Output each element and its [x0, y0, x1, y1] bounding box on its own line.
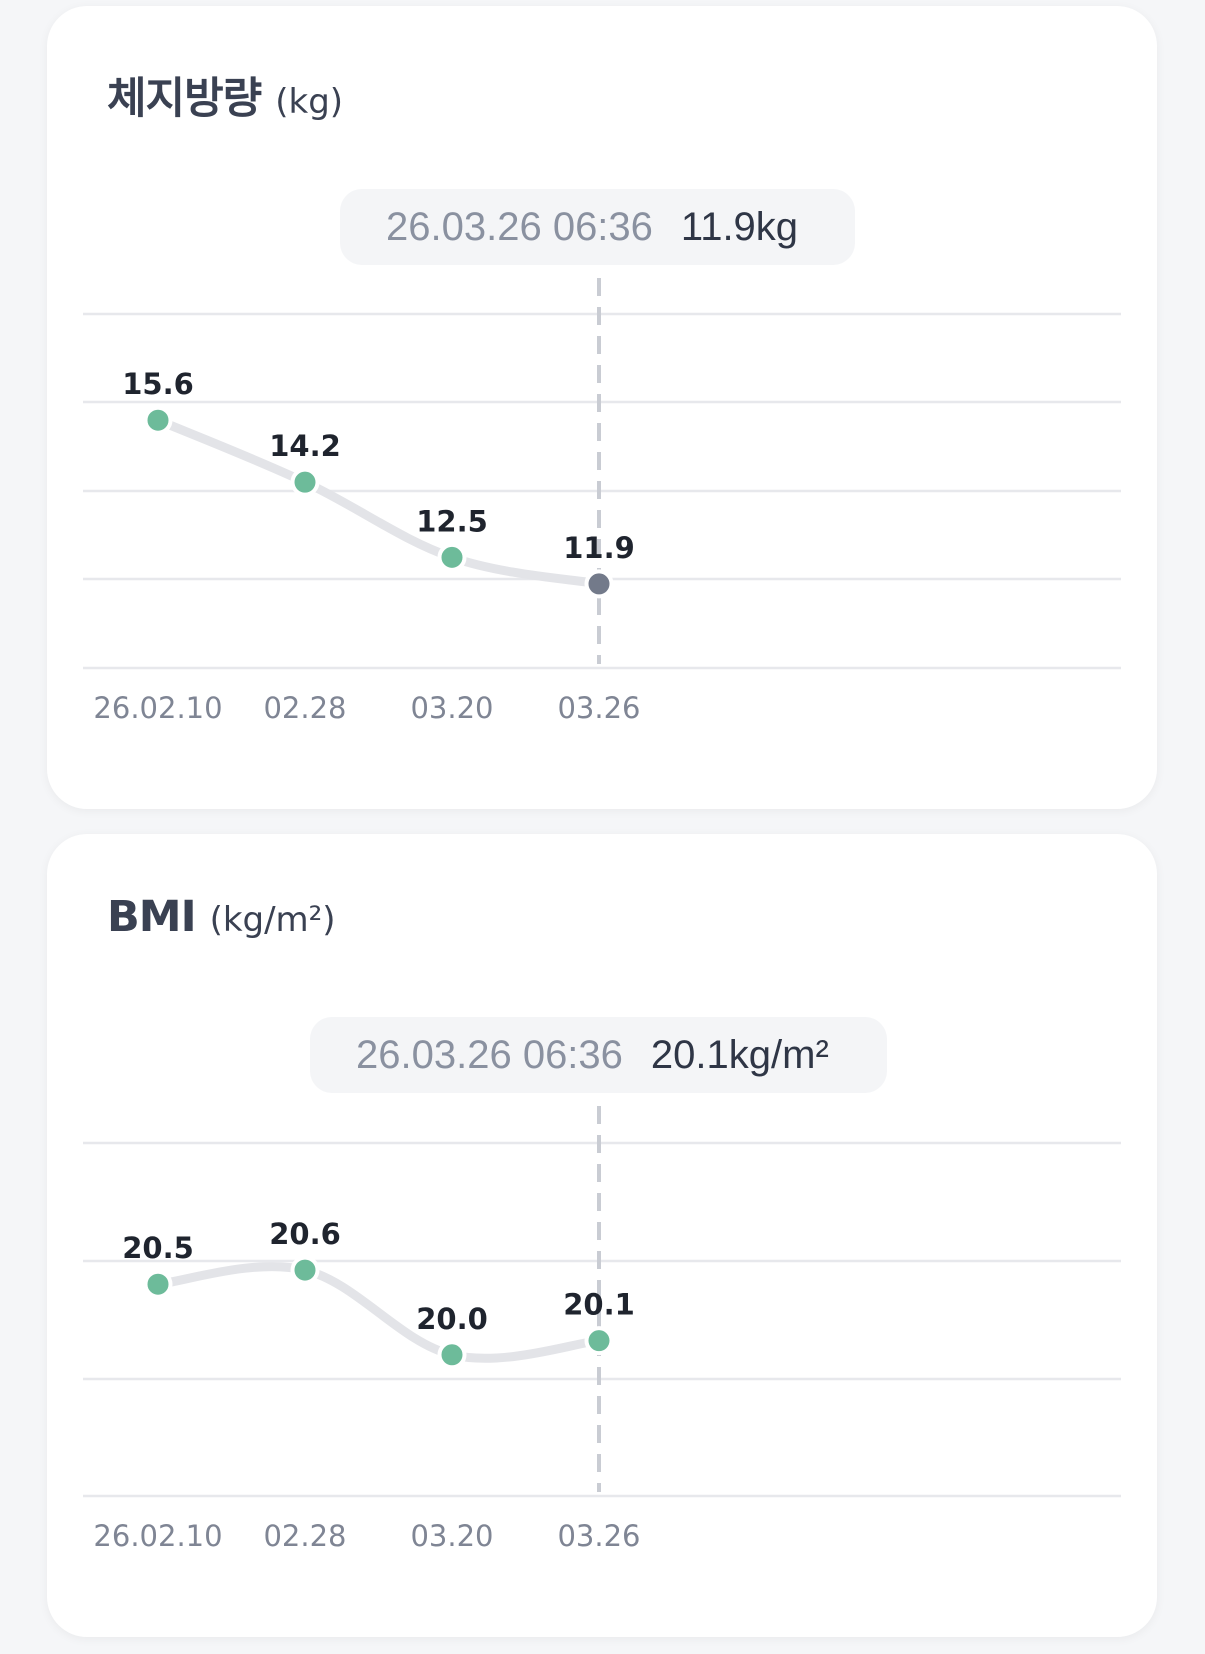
data-label: 20.0	[416, 1302, 488, 1336]
card-title-unit: (kg)	[275, 82, 344, 122]
series-line	[153, 1262, 604, 1363]
card-title-text: 체지방량	[107, 74, 262, 124]
tooltip-date: 26.03.26 06:36	[356, 1033, 623, 1077]
card-title-text: BMI	[107, 892, 197, 942]
data-label: 14.2	[269, 429, 341, 463]
data-label: 12.5	[416, 504, 488, 538]
data-label: 20.1	[563, 1288, 635, 1322]
selected-point-tooltip: 26.03.26 06:36 20.1kg/m²	[310, 1017, 887, 1093]
data-point	[584, 1326, 614, 1356]
body-fat-card: 체지방량 (kg) 15.6 14.2 12.5 11.9 26.02.10 02.28 0…	[47, 6, 1157, 809]
body-fat-chart[interactable]: 15.6 14.2 12.5 11.9 26.02.10 02.28 03.20 03.26	[47, 6, 1157, 809]
x-tick-label: 02.28	[263, 691, 346, 725]
x-tick-label: 03.26	[557, 691, 640, 725]
data-label: 20.5	[122, 1231, 194, 1265]
tooltip-value: 11.9kg	[680, 205, 799, 249]
selected-point-tooltip: 26.03.26 06:36 11.9kg	[340, 189, 855, 265]
data-point	[143, 405, 173, 435]
series-line	[153, 415, 604, 589]
data-label: 15.6	[122, 367, 194, 401]
data-point	[437, 542, 467, 572]
data-point	[437, 1340, 467, 1370]
x-tick-label: 26.02.10	[93, 1519, 222, 1553]
data-point	[290, 467, 320, 497]
bmi-chart[interactable]: 20.5 20.6 20.0 20.1 26.02.10 02.28 03.20 03.26	[47, 834, 1157, 1637]
x-tick-label: 03.20	[410, 1519, 493, 1553]
data-label: 11.9	[563, 531, 635, 565]
card-title: 체지방량 (kg)	[107, 64, 343, 126]
card-title: BMI (kg/m²)	[107, 892, 336, 942]
x-tick-label: 03.26	[557, 1519, 640, 1553]
data-point	[290, 1255, 320, 1285]
x-tick-label: 03.20	[410, 691, 493, 725]
x-tick-label: 26.02.10	[93, 691, 222, 725]
x-tick-label: 02.28	[263, 1519, 346, 1553]
data-point	[584, 569, 614, 599]
data-label: 20.6	[269, 1217, 341, 1251]
tooltip-value: 20.1kg/m²	[650, 1033, 829, 1077]
bmi-card: BMI (kg/m²) 20.5 20.6 20.0 20.1 26.02.10 02.2…	[47, 834, 1157, 1637]
tooltip-date: 26.03.26 06:36	[386, 205, 653, 249]
data-point	[143, 1269, 173, 1299]
card-title-unit: (kg/m²)	[209, 900, 336, 940]
